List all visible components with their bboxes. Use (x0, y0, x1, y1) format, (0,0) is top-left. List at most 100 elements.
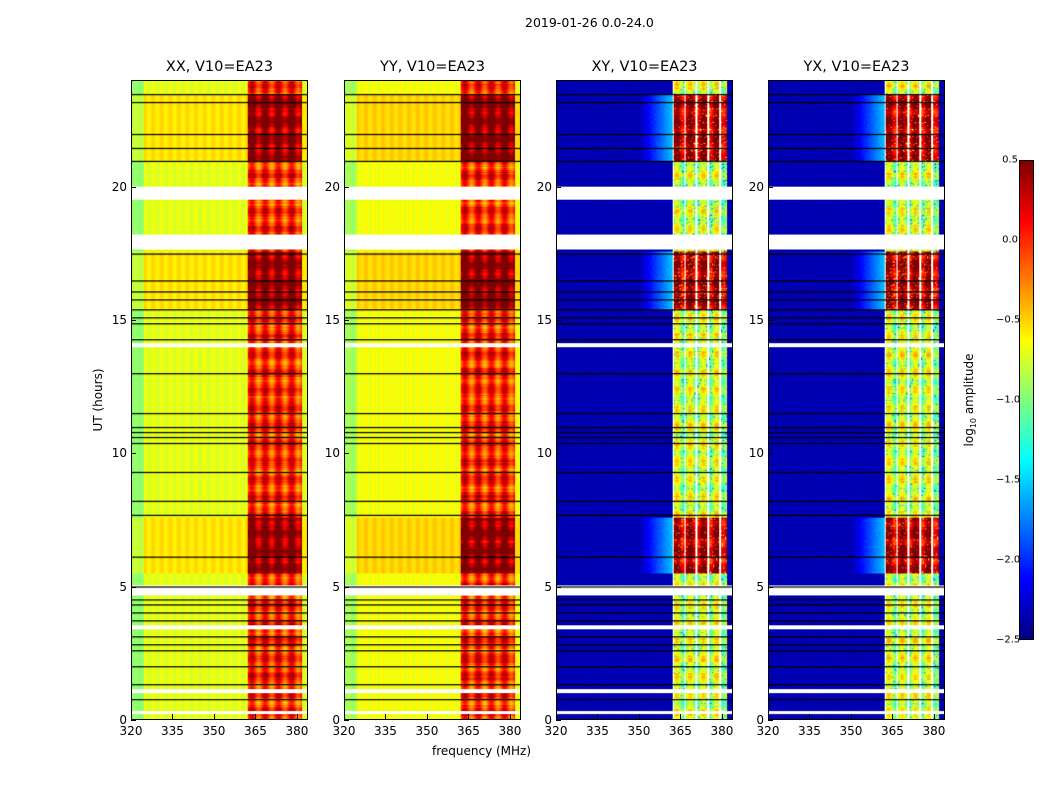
y-tick (131, 720, 136, 721)
x-tick-label: 335 (798, 724, 821, 738)
colorbar (1019, 160, 1034, 640)
x-tick (809, 714, 811, 719)
x-tick-label: 380 (710, 724, 734, 738)
x-tick (933, 714, 935, 719)
heatmap-panel (556, 80, 733, 720)
colorbar-label: log10 amplitude (961, 353, 979, 447)
x-tick (768, 714, 769, 719)
y-tick-label: 0 (119, 713, 127, 727)
x-tick-label: 350 (415, 724, 439, 738)
y-tick (768, 320, 773, 321)
y-tick (556, 186, 561, 188)
y-tick-label: 5 (756, 579, 764, 594)
y-tick-label: 20 (536, 179, 552, 194)
x-tick (509, 714, 511, 719)
x-axis-label: frequency (MHz) (432, 744, 532, 758)
x-tick-label: 380 (498, 724, 522, 738)
heatmap-cells (769, 81, 944, 719)
panel-title: XY, V10=EA23 (591, 59, 698, 75)
panel-title: XX, V10=EA23 (165, 59, 274, 75)
y-tick-label: 20 (748, 179, 764, 194)
y-tick (556, 586, 561, 588)
x-tick (680, 714, 682, 719)
y-tick (131, 186, 136, 188)
y-tick-label: 10 (111, 446, 127, 461)
y-tick-label: 20 (324, 179, 340, 194)
heatmap-cells (132, 81, 307, 719)
y-tick (768, 720, 773, 721)
y-tick (344, 453, 349, 455)
y-tick (344, 720, 349, 721)
x-tick-label: 320 (332, 724, 356, 738)
colorbar-tick-label: −2.0 (996, 554, 1021, 566)
y-tick (344, 186, 349, 188)
y-tick-label: 20 (111, 179, 127, 194)
x-tick (344, 714, 345, 719)
y-tick-label: 0 (756, 713, 764, 727)
heatmap-panel (344, 80, 521, 720)
x-tick-label: 350 (202, 724, 226, 738)
y-tick (556, 720, 561, 721)
y-tick (556, 320, 561, 321)
x-tick-label: 380 (285, 724, 309, 738)
x-tick-label: 350 (839, 724, 863, 738)
x-tick-label: 365 (669, 724, 692, 738)
x-tick (597, 714, 599, 719)
y-tick-label: 0 (332, 713, 340, 727)
x-tick (556, 714, 557, 719)
colorbar-tick-label: 0.5 (1002, 154, 1018, 166)
y-tick-label: 10 (324, 446, 340, 461)
y-tick (131, 320, 136, 321)
colorbar-tick-label: 0.0 (1002, 234, 1018, 246)
y-tick-label: 15 (324, 313, 340, 327)
x-tick-label: 320 (119, 724, 143, 738)
y-tick-label: 15 (536, 313, 552, 327)
y-tick-label: 5 (544, 579, 552, 594)
x-tick-label: 365 (457, 724, 480, 738)
x-tick-label: 320 (544, 724, 568, 738)
x-tick-label: 335 (161, 724, 184, 738)
x-tick (172, 714, 174, 719)
y-tick (556, 453, 561, 455)
y-tick-label: 5 (332, 579, 340, 594)
heatmap-cells (557, 81, 732, 719)
x-tick-label: 320 (756, 724, 780, 738)
y-tick (344, 320, 349, 321)
heatmap-cells (345, 81, 520, 719)
y-tick (768, 453, 773, 455)
colorbar-tick-label: −0.5 (996, 314, 1021, 326)
x-tick (385, 714, 387, 719)
y-tick-label: 5 (119, 579, 127, 594)
colorbar-tick-label: −2.5 (996, 634, 1021, 646)
y-tick-label: 10 (748, 446, 764, 461)
y-tick (131, 586, 136, 588)
heatmap-panel (131, 80, 308, 720)
colorbar-tick-label: −1.5 (996, 474, 1021, 486)
y-tick-label: 15 (111, 313, 127, 327)
x-tick-label: 350 (627, 724, 651, 738)
y-axis-label: UT (hours) (91, 368, 105, 432)
y-tick (131, 453, 136, 455)
panel-title: YY, V10=EA23 (380, 59, 485, 75)
y-tick (768, 586, 773, 588)
x-tick (296, 714, 298, 719)
x-tick-label: 335 (586, 724, 609, 738)
x-tick (426, 714, 428, 719)
x-tick (131, 714, 132, 719)
panel-title: YX, V10=EA23 (803, 59, 910, 75)
y-tick (768, 186, 773, 188)
y-tick (344, 586, 349, 588)
x-tick (850, 714, 852, 719)
x-tick-label: 335 (374, 724, 397, 738)
y-tick-label: 10 (536, 446, 552, 461)
heatmap-panel (768, 80, 945, 720)
x-tick-label: 365 (244, 724, 267, 738)
x-tick (255, 714, 257, 719)
x-tick (721, 714, 723, 719)
x-tick (638, 714, 640, 719)
y-tick-label: 15 (748, 313, 764, 327)
y-tick-label: 0 (544, 713, 552, 727)
figure-title: 2019-01-26 0.0-24.0 (525, 15, 654, 30)
x-tick (468, 714, 470, 719)
